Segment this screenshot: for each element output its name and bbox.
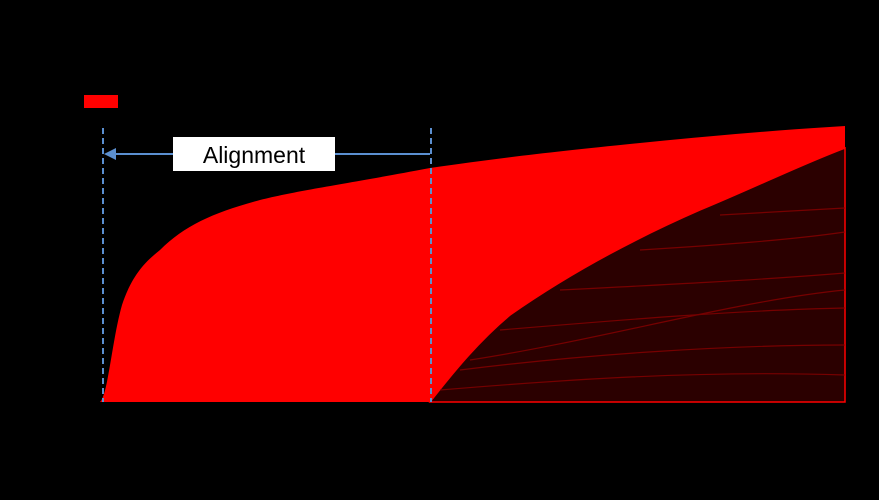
label: Alignment	[203, 142, 306, 168]
legend-swatch	[84, 95, 118, 108]
label-box	[173, 137, 335, 171]
streaks	[439, 207, 846, 391]
arrow-head	[104, 148, 116, 160]
dark-area	[428, 146, 846, 403]
